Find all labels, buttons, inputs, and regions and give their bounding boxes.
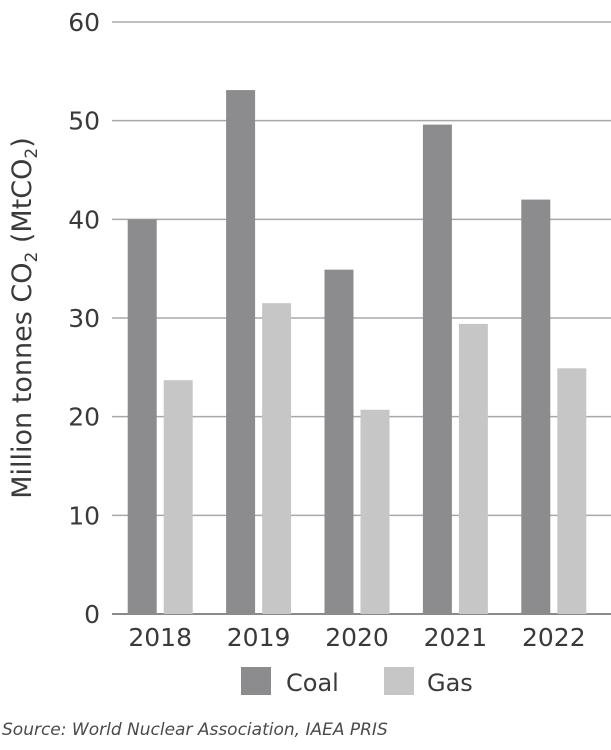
y-axis-label: Million tonnes CO2 (MtCO2) (7, 137, 42, 499)
source-note: Source: World Nuclear Association, IAEA … (2, 720, 388, 740)
y-tick-label: 30 (68, 304, 100, 333)
bar-chart: 0 10 20 30 40 50 60 2018 2019 2020 2021 2022 Milli… (7, 8, 611, 697)
bar-coal-2020 (324, 269, 354, 614)
y-tick-label: 40 (68, 205, 100, 234)
legend-label-coal: Coal (286, 669, 339, 697)
y-tick-label: 10 (68, 501, 100, 530)
x-tick-label: 2022 (522, 623, 586, 652)
bar-gas-2021 (458, 323, 488, 614)
bar-coal-2022 (521, 199, 551, 614)
y-axis-label-sub2: 2 (22, 148, 42, 159)
bars (127, 90, 587, 615)
x-axis-ticks: 2018 2019 2020 2021 2022 (128, 623, 585, 652)
x-tick-label: 2019 (227, 623, 291, 652)
y-axis-label-sub1: 2 (22, 252, 42, 263)
legend-swatch-gas (384, 667, 414, 695)
bar-gas-2020 (360, 409, 390, 614)
bar-gas-2019 (262, 303, 292, 614)
legend-swatch-coal (241, 667, 271, 695)
y-axis-label-middle: (MtCO (7, 159, 38, 252)
x-tick-label: 2020 (325, 623, 389, 652)
y-tick-label: 50 (68, 107, 100, 136)
y-axis-label-suffix: ) (7, 137, 38, 148)
bar-coal-2019 (226, 90, 256, 614)
y-tick-label: 0 (84, 600, 100, 629)
y-axis-ticks: 0 10 20 30 40 50 60 (68, 8, 100, 629)
bar-coal-2018 (127, 219, 157, 615)
legend: Coal Gas (241, 667, 473, 697)
y-tick-label: 60 (68, 8, 100, 37)
y-tick-label: 20 (68, 403, 100, 432)
y-axis-label-prefix: Million tonnes CO (7, 263, 38, 499)
bar-gas-2022 (557, 368, 587, 614)
bar-gas-2018 (163, 380, 193, 614)
bar-coal-2021 (422, 124, 452, 614)
x-tick-label: 2018 (128, 623, 192, 652)
legend-label-gas: Gas (427, 669, 473, 697)
x-tick-label: 2021 (424, 623, 488, 652)
